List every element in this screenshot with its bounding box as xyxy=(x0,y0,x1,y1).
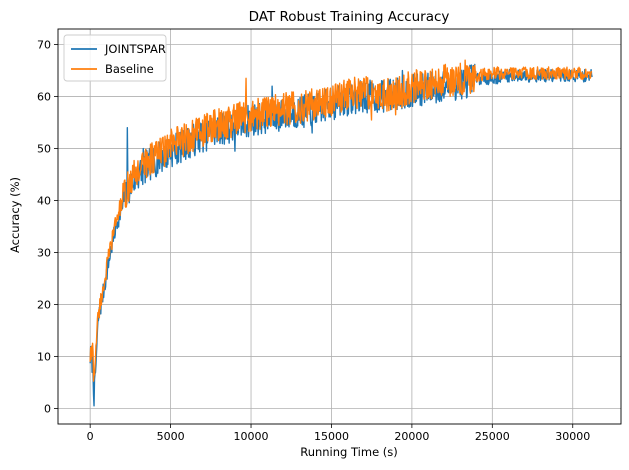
y-tick-label: 60 xyxy=(37,91,51,104)
y-axis: 0 10 20 30 40 50 60 70 xyxy=(37,39,58,415)
x-axis: 0 5000 10000 15000 20000 25000 30000 xyxy=(87,424,590,443)
y-tick-label: 20 xyxy=(37,298,51,311)
x-tick-label: 30000 xyxy=(555,430,590,443)
series-layer xyxy=(89,59,593,407)
x-tick-label: 5000 xyxy=(157,430,185,443)
x-tick-label: 0 xyxy=(87,430,94,443)
y-tick-label: 40 xyxy=(37,195,51,208)
y-tick-label: 50 xyxy=(37,143,51,156)
x-tick-label: 20000 xyxy=(394,430,429,443)
y-axis-label: Accuracy (%) xyxy=(8,177,22,253)
series-line-baseline xyxy=(89,59,593,382)
chart-title: DAT Robust Training Accuracy xyxy=(249,9,450,25)
y-tick-label: 70 xyxy=(37,39,51,52)
x-tick-label: 15000 xyxy=(314,430,349,443)
legend-label: Baseline xyxy=(105,62,154,76)
y-tick-label: 30 xyxy=(37,246,51,259)
x-axis-label: Running Time (s) xyxy=(300,445,398,459)
plot-frame xyxy=(57,28,622,425)
y-tick-label: 10 xyxy=(37,350,51,363)
x-tick-label: 25000 xyxy=(475,430,510,443)
x-tick-label: 10000 xyxy=(234,430,269,443)
series-line-jointspar xyxy=(89,63,593,407)
y-tick-label: 0 xyxy=(44,402,51,415)
legend-label: JOINTSPAR xyxy=(104,42,166,56)
legend: JOINTSPAR Baseline xyxy=(63,34,167,82)
